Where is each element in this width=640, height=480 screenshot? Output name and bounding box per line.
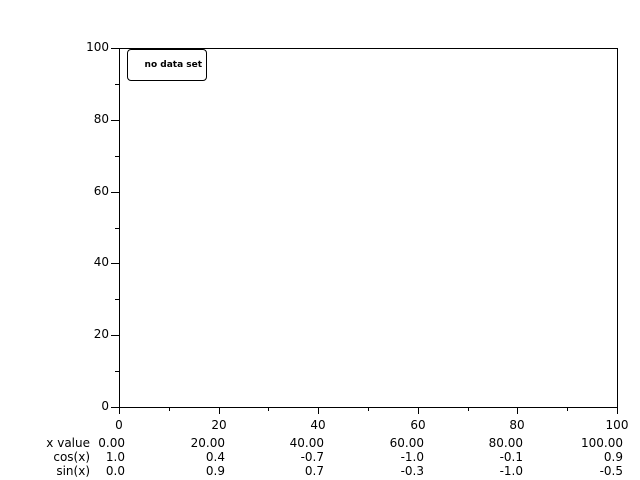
x-tick-label: 80 bbox=[509, 418, 525, 432]
table-row-label: sin(x) bbox=[56, 464, 90, 478]
table-row-label: cos(x) bbox=[53, 450, 90, 464]
table-cell: 0.9 bbox=[205, 464, 225, 478]
table-cell: 20.00 bbox=[190, 436, 225, 450]
table-cell: 0.7 bbox=[304, 464, 324, 478]
x-tick-label: 60 bbox=[410, 418, 426, 432]
table-cell: -0.5 bbox=[599, 464, 623, 478]
plot-border bbox=[119, 48, 618, 408]
x-tick-label: 0 bbox=[115, 418, 123, 432]
y-tick-label: 60 bbox=[93, 184, 109, 198]
legend: no data set bbox=[127, 49, 208, 81]
table-cell: -0.3 bbox=[400, 464, 424, 478]
table-cell: 0.0 bbox=[105, 464, 125, 478]
table-cell: 0.9 bbox=[603, 450, 623, 464]
table-cell: -1.0 bbox=[499, 464, 523, 478]
table-cell: 0.00 bbox=[98, 436, 125, 450]
table-cell: 60.00 bbox=[389, 436, 424, 450]
x-tick-label: 100 bbox=[605, 418, 629, 432]
y-tick-label: 20 bbox=[93, 327, 109, 341]
y-tick-label: 100 bbox=[86, 40, 109, 54]
table-cell: -0.1 bbox=[499, 450, 523, 464]
table-cell: 1.0 bbox=[105, 450, 125, 464]
table-cell: 100.00 bbox=[581, 436, 623, 450]
y-tick-label: 0 bbox=[101, 399, 109, 413]
table-cell: 40.00 bbox=[289, 436, 324, 450]
table-row-label: x value bbox=[46, 436, 90, 450]
legend-label: no data set bbox=[144, 60, 203, 70]
table-cell: 0.4 bbox=[205, 450, 225, 464]
y-tick-label: 80 bbox=[93, 112, 109, 126]
table-cell: 80.00 bbox=[488, 436, 523, 450]
table-cell: -1.0 bbox=[400, 450, 424, 464]
y-tick-label: 40 bbox=[93, 255, 109, 269]
table-cell: -0.7 bbox=[300, 450, 324, 464]
x-tick-label: 20 bbox=[211, 418, 227, 432]
x-tick-label: 40 bbox=[310, 418, 326, 432]
